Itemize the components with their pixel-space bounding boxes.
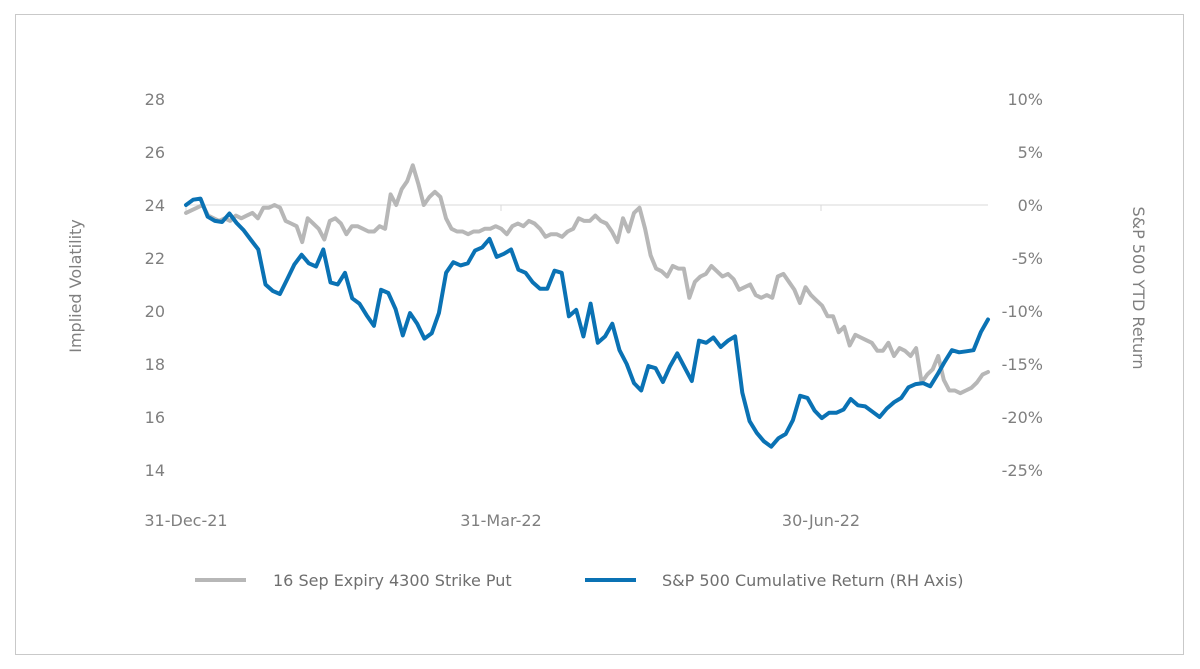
right-tick-label: 5% xyxy=(1018,143,1043,162)
x-tick-label: 31-Dec-21 xyxy=(144,511,227,530)
left-tick-label: 14 xyxy=(145,461,165,480)
left-tick-label: 24 xyxy=(145,196,165,215)
legend-label-put: 16 Sep Expiry 4300 Strike Put xyxy=(273,571,512,590)
series-line-put-volatility xyxy=(184,163,990,396)
series-layer xyxy=(184,163,990,449)
left-tick-label: 26 xyxy=(145,143,165,162)
x-axis-ticks: 31-Dec-21 31-Mar-22 30-Jun-22 xyxy=(144,205,860,530)
right-tick-label: 10% xyxy=(1007,90,1043,109)
right-tick-label: -20% xyxy=(1002,408,1043,427)
x-tick-label: 31-Mar-22 xyxy=(460,511,541,530)
left-axis-ticks: 28 26 24 22 20 18 16 14 xyxy=(145,90,165,480)
right-axis-title: S&P 500 YTD Return xyxy=(1129,206,1148,369)
right-tick-label: -5% xyxy=(1012,249,1043,268)
legend: 16 Sep Expiry 4300 Strike Put S&P 500 Cu… xyxy=(195,571,964,590)
right-axis-ticks: 10% 5% 0% -5% -10% -15% -20% -25% xyxy=(1002,90,1043,480)
right-tick-label: -25% xyxy=(1002,461,1043,480)
x-tick-label: 30-Jun-22 xyxy=(782,511,860,530)
series-line-sp500-return xyxy=(184,196,990,449)
chart-frame xyxy=(15,14,1184,655)
right-tick-label: -15% xyxy=(1002,355,1043,374)
left-tick-label: 22 xyxy=(145,249,165,268)
left-tick-label: 18 xyxy=(145,355,165,374)
right-tick-label: 0% xyxy=(1018,196,1043,215)
left-axis-title: Implied Volatility xyxy=(66,219,85,353)
left-tick-label: 16 xyxy=(145,408,165,427)
left-tick-label: 20 xyxy=(145,302,165,321)
left-tick-label: 28 xyxy=(145,90,165,109)
legend-label-sp500: S&P 500 Cumulative Return (RH Axis) xyxy=(662,571,964,590)
right-tick-label: -10% xyxy=(1002,302,1043,321)
